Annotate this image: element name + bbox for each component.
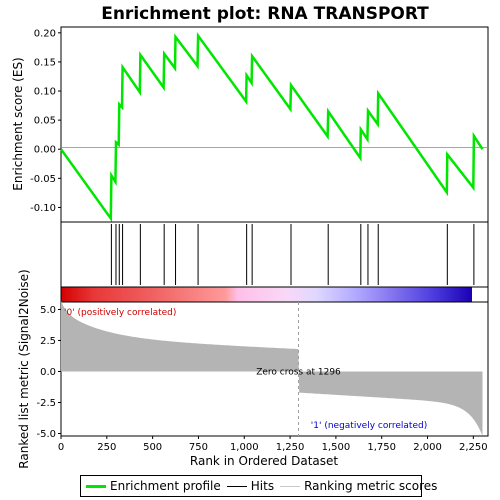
legend-item-metric: Ranking metric scores — [280, 479, 437, 493]
legend: Enrichment profile Hits Ranking metric s… — [80, 475, 437, 497]
x-tick-label: 1,500 — [322, 442, 351, 453]
es-axis-ticks: -0.10 -0.05 0.00 0.05 0.10 0.15 0.20 — [30, 28, 61, 214]
es-tick-label: 0.05 — [34, 116, 56, 127]
es-axis-label: Enrichment score (ES) — [11, 57, 25, 190]
x-tick-label: 2,250 — [459, 442, 488, 453]
metric-tick-label: 0.0 — [40, 367, 56, 378]
enrichment-profile-line — [59, 31, 484, 223]
ranking-metric-area — [61, 300, 483, 436]
x-axis-label: Rank in Ordered Dataset — [190, 454, 338, 468]
es-tick-label: -0.10 — [30, 203, 56, 214]
x-tick-label: 1,000 — [230, 442, 259, 453]
x-tick-label: 1,250 — [276, 442, 305, 453]
es-panel-frame — [60, 26, 489, 223]
legend-item-hits: Hits — [226, 479, 275, 493]
legend-label-metric: Ranking metric scores — [304, 479, 438, 493]
rank-color-bar — [61, 287, 472, 302]
legend-swatch-metric — [280, 485, 301, 487]
x-axis-ticks: 0 250 500 750 1,000 1,250 1,500 1,750 2,000 2,250 — [58, 436, 488, 453]
x-tick-label: 0 — [58, 442, 64, 453]
zero-cross-label: Zero cross at 1296 — [256, 367, 341, 377]
x-tick-label: 2,000 — [413, 442, 442, 453]
legend-swatch-profile — [86, 484, 106, 488]
hits-panel — [60, 221, 489, 288]
es-tick-label: 0.10 — [34, 87, 56, 98]
legend-label-profile: Enrichment profile — [110, 479, 221, 493]
metric-panel: -5.0 -2.5 0.0 2.5 5.0 Zero cross at 1296 '0'… — [17, 269, 489, 469]
metric-axis-label: Ranked list metric (Signal2Noise) — [17, 269, 31, 468]
hits-panel-frame — [60, 221, 489, 288]
es-tick-label: 0.15 — [34, 57, 56, 68]
x-tick-label: 250 — [97, 442, 116, 453]
x-tick-label: 1,750 — [367, 442, 396, 453]
metric-tick-label: -5.0 — [36, 429, 56, 440]
metric-tick-label: 2.5 — [40, 336, 56, 347]
es-tick-label: 0.00 — [34, 145, 56, 156]
metric-tick-label: 5.0 — [40, 305, 56, 316]
negative-correlation-label: '1' (negatively correlated) — [311, 421, 427, 431]
positive-correlation-label: '0' (positively correlated) — [64, 308, 176, 318]
metric-axis-ticks: -5.0 -2.5 0.0 2.5 5.0 — [36, 305, 61, 440]
legend-swatch-hits — [226, 485, 247, 487]
x-tick-label: 750 — [189, 442, 208, 453]
es-panel: -0.10 -0.05 0.00 0.05 0.10 0.15 0.20 Enrichmen… — [11, 26, 489, 223]
chart-title: Enrichment plot: RNA TRANSPORT — [101, 4, 429, 24]
es-tick-label: 0.20 — [34, 28, 56, 39]
hit-marks — [110, 224, 475, 285]
metric-tick-label: -2.5 — [36, 398, 56, 409]
legend-item-profile: Enrichment profile — [86, 479, 221, 493]
legend-label-hits: Hits — [250, 479, 275, 493]
x-tick-label: 500 — [143, 442, 162, 453]
es-tick-label: -0.05 — [30, 174, 56, 185]
